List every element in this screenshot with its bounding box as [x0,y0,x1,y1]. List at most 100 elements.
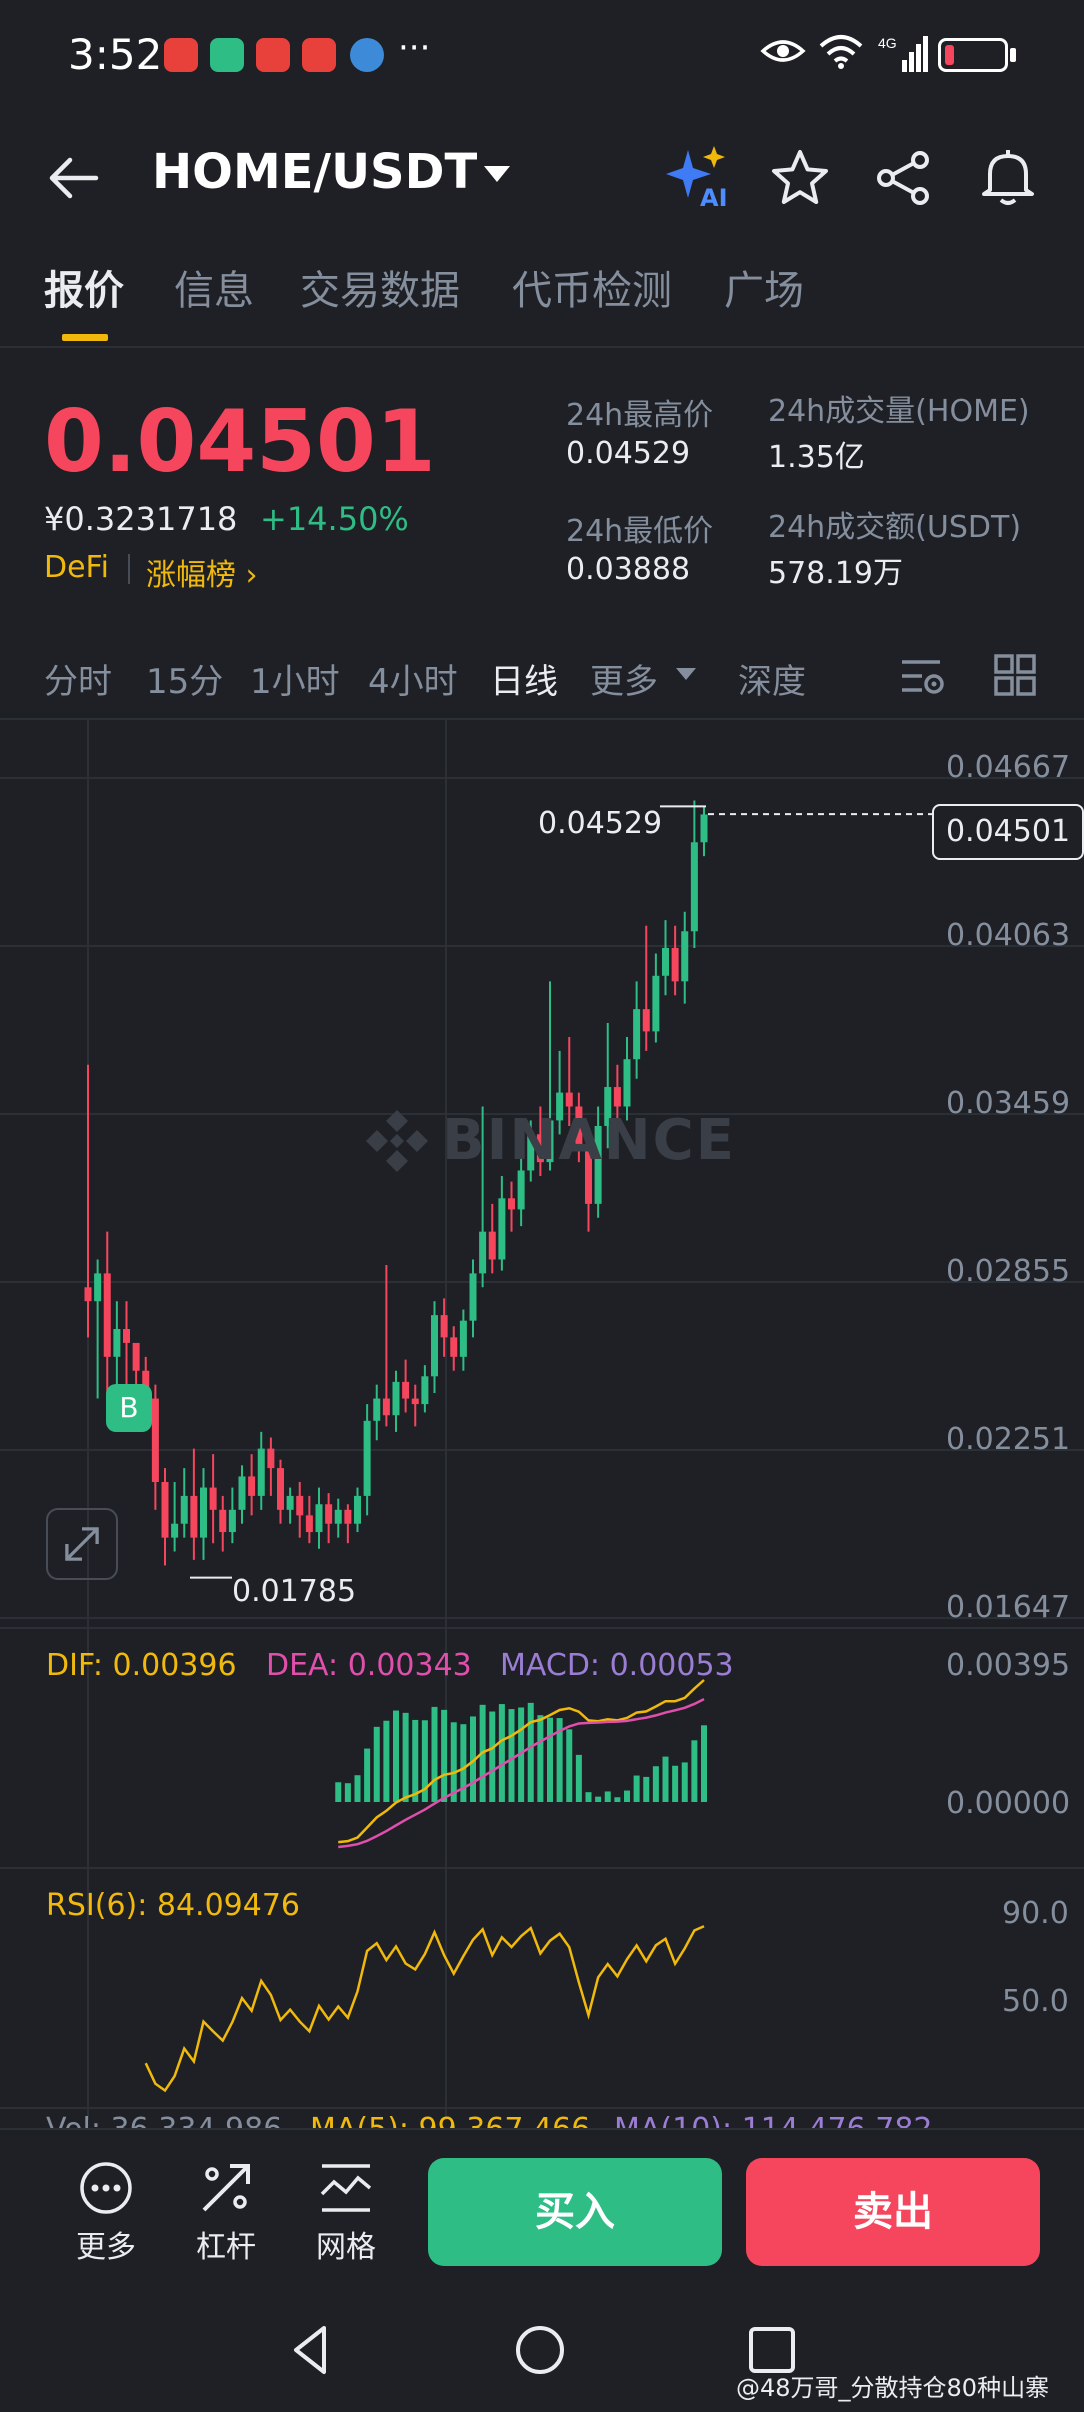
macd-histogram-bar [595,1796,602,1802]
interval-1d[interactable]: 日线 [490,662,558,702]
candle-body [613,1087,621,1107]
candle-body [277,1468,284,1510]
candle-body [180,1495,188,1524]
macd-histogram-bar [614,1797,621,1802]
candle-body [103,1273,111,1357]
alert-bell-icon[interactable] [978,146,1038,208]
macd-dif-line [338,1679,705,1844]
leverage-action-label[interactable]: 杠杆 [196,2230,256,2265]
grid-action-label[interactable]: 网格 [316,2230,376,2265]
back-arrow-icon[interactable] [44,148,104,208]
candle-body [209,1487,217,1510]
share-icon[interactable] [874,148,934,208]
rsi-y-tick: 50.0 [1002,1984,1069,2019]
macd-histogram-bar [431,1706,438,1802]
y-tick-label: 0.04063 [946,918,1071,953]
macd-histogram-bar [470,1716,476,1802]
chevron-right-icon: › [245,558,258,593]
nav-home-icon[interactable] [512,2322,568,2378]
candle-body [392,1381,400,1416]
interval-more[interactable]: 更多 [590,662,658,702]
pair-dropdown-caret-icon[interactable] [484,166,510,182]
category-tag[interactable]: DeFi [44,550,109,585]
battery-icon [938,38,1008,72]
ai-badge-text: AI [700,184,728,210]
candle-body [305,1515,313,1533]
candle-body [585,1148,592,1204]
candle-body [402,1381,410,1399]
ai-sparkle-icon[interactable]: AI [666,144,732,210]
macd-histogram-bar [643,1776,650,1802]
vol-base-label: 24h成交量(HOME) [768,394,1030,429]
tab-token-check[interactable]: 代币检测 [512,268,672,314]
candle-body [459,1320,467,1357]
interval-15m[interactable]: 15分 [146,662,224,702]
more-action-label[interactable]: 更多 [76,2230,136,2265]
candle-body [296,1495,304,1516]
notification-app-icon [164,38,198,72]
macd-histogram-bar [575,1754,582,1802]
candle-body [681,931,689,982]
candle-body [642,1009,650,1032]
macd-histogram-bar [393,1710,399,1802]
candle-body [200,1487,207,1538]
notification-music-icon [302,38,336,72]
more-caret-icon[interactable] [676,668,696,680]
depth-chart-tab[interactable]: 深度 [738,662,806,702]
buy-marker-badge[interactable]: B [106,1384,152,1432]
candle-body [498,1198,506,1260]
candle-body [690,842,698,932]
grid-trading-icon[interactable] [318,2160,374,2216]
candlestick-chart[interactable] [0,720,1084,2120]
low-24h-value: 0.03888 [566,552,691,587]
interval-1h[interactable]: 1小时 [250,662,340,702]
candle-body [431,1315,438,1377]
interval-4h[interactable]: 4小时 [368,662,458,702]
buy-button[interactable]: 买入 [428,2158,722,2266]
layout-grid-icon[interactable] [994,654,1036,696]
leverage-icon[interactable] [198,2160,254,2216]
nav-back-icon[interactable] [284,2322,340,2378]
macd-histogram-bar [412,1719,419,1802]
candle-body [286,1495,294,1510]
macd-histogram-bar [662,1756,669,1802]
sell-button[interactable]: 卖出 [746,2158,1040,2266]
vol-base-value: 1.35亿 [768,440,865,475]
candle-body [161,1482,169,1538]
chart-settings-icon[interactable] [900,654,946,700]
tab-quote[interactable]: 报价 [44,268,124,314]
candle-body [652,975,660,1032]
gainers-rank-label: 涨幅榜 [146,558,236,593]
candle-body [527,1134,535,1171]
macd-y-tick: 0.00000 [946,1786,1071,1821]
notification-shop-icon [256,38,290,72]
watermark-credit: @48万哥_分散持仓80种山寨 [736,2374,1050,2402]
battery-level [945,45,954,65]
more-circle-icon[interactable] [78,2160,134,2216]
candle-body [411,1398,419,1405]
candle-body [113,1329,121,1357]
candle-body [536,1134,544,1163]
macd-y-tick: 0.00395 [946,1648,1071,1683]
tab-trading-data[interactable]: 交易数据 [300,268,460,314]
fullscreen-expand-icon[interactable] [46,1508,118,1580]
high-24h-label: 24h最高价 [566,398,714,433]
macd-histogram-bar [335,1782,342,1802]
candle-body [334,1509,342,1524]
pair-title[interactable]: HOME/USDT [152,144,478,200]
tab-square[interactable]: 广场 [724,268,804,314]
candle-body [238,1476,246,1510]
y-tick-label: 0.02855 [946,1254,1071,1289]
tab-info[interactable]: 信息 [174,268,254,314]
macd-histogram-bar [527,1702,534,1802]
interval-time-share[interactable]: 分时 [44,662,112,702]
macd-histogram-bar [354,1775,361,1802]
macd-histogram-bar [652,1766,659,1802]
candle-body [440,1315,448,1338]
nav-recent-apps-icon[interactable] [744,2322,800,2378]
binance-logo-watermark-icon [366,1110,428,1172]
more-notifications-icon: ··· [398,28,431,68]
macd-histogram-bar [624,1790,630,1802]
gainers-rank-link[interactable]: 涨幅榜 › [146,550,258,594]
favorite-star-icon[interactable] [770,148,830,208]
